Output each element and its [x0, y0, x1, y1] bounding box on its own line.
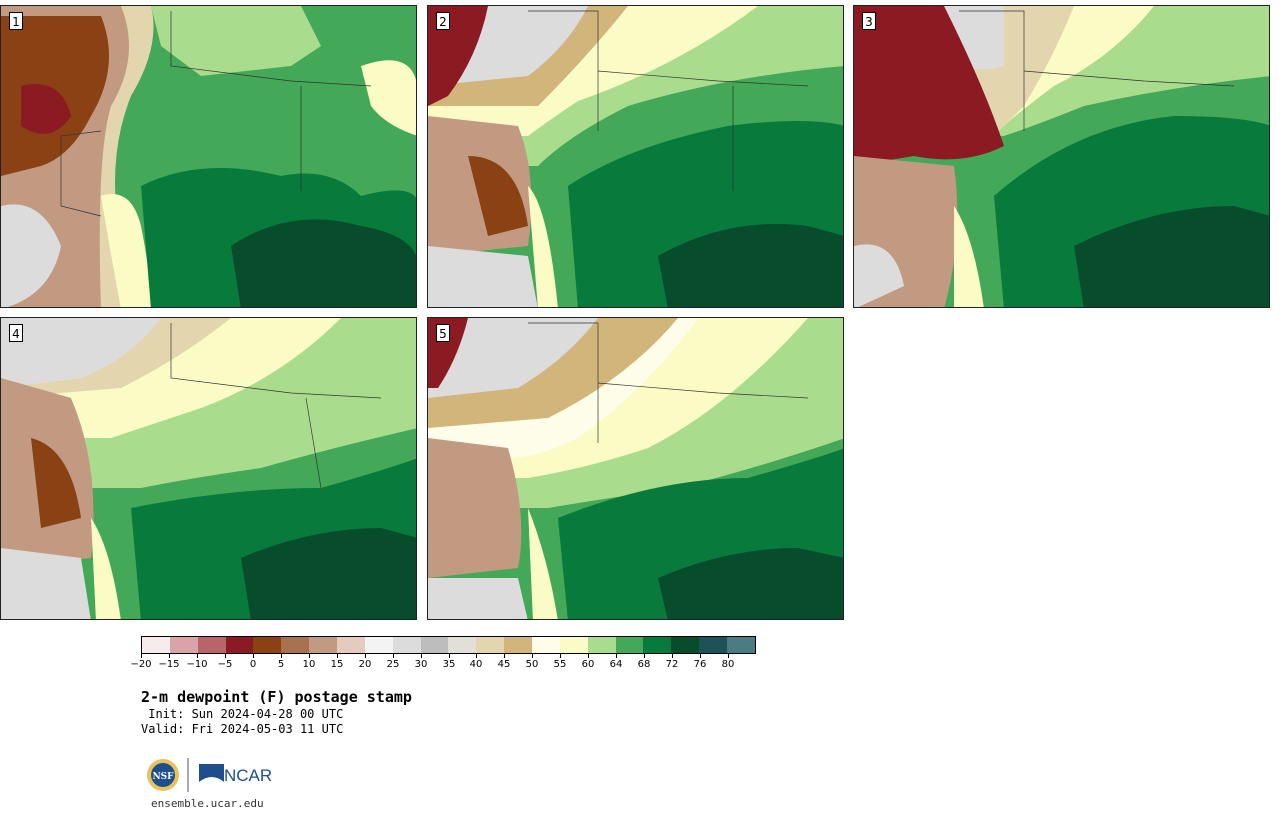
colorbar-segment	[587, 637, 616, 653]
colorbar-tick	[672, 654, 673, 658]
colorbar-segment	[671, 637, 700, 653]
colorbar-tick	[393, 654, 394, 658]
colorbar-tick	[141, 654, 142, 658]
colorbar-segment	[169, 637, 198, 653]
colorbar-tick-label: 25	[386, 659, 400, 670]
colorbar-tick-label: 0	[249, 659, 257, 670]
colorbar-tick	[197, 654, 198, 658]
colorbar-segment	[476, 637, 505, 653]
nsf-text: NSF	[152, 772, 174, 782]
colorbar-tick	[728, 654, 729, 658]
colorbar-tick-label: 5	[277, 659, 285, 670]
colorbar-tick	[225, 654, 226, 658]
colorbar-segment	[309, 637, 338, 653]
colorbar-tick-label: 72	[665, 659, 679, 670]
member-panel-3: 3	[853, 5, 1270, 308]
colorbar-segment	[225, 637, 254, 653]
colorbar-segment	[337, 637, 365, 653]
colorbar-tick	[309, 654, 310, 658]
colorbar-tick	[644, 654, 645, 658]
plot-title: 2-m dewpoint (F) postage stamp	[141, 688, 412, 706]
panel-label: 3	[862, 12, 876, 30]
site-url: ensemble.ucar.edu	[151, 797, 264, 810]
colorbar-tick-label: 20	[358, 659, 372, 670]
colorbar-tick-label: 45	[497, 659, 511, 670]
colorbar-tick-label: −10	[186, 659, 208, 670]
member-panel-5: 5	[427, 317, 844, 620]
colorbar-tick-label: 15	[330, 659, 344, 670]
colorbar-tick	[169, 654, 170, 658]
colorbar-tick-label: 40	[469, 659, 483, 670]
colorbar-segment	[615, 637, 644, 653]
colorbar-segment	[392, 637, 421, 653]
dewpoint-map-5	[428, 318, 843, 619]
colorbar-tick-label: −20	[130, 659, 152, 670]
colorbar-tick-label: 80	[721, 659, 735, 670]
colorbar-tick	[700, 654, 701, 658]
dewpoint-map-4	[1, 318, 416, 619]
colorbar-segment	[699, 637, 728, 653]
colorbar-tick-label: −15	[158, 659, 180, 670]
colorbar-segment	[364, 637, 393, 653]
dewpoint-map-1	[1, 6, 416, 307]
panel-label: 4	[9, 324, 23, 342]
colorbar-tick	[449, 654, 450, 658]
colorbar-segment	[559, 637, 588, 653]
member-panel-4: 4	[0, 317, 417, 620]
ncar-text: NCAR	[224, 766, 272, 785]
colorbar-tick	[504, 654, 505, 658]
colorbar-segment	[504, 637, 533, 653]
nsf-ncar-logo: NSF NCAR	[147, 758, 272, 792]
colorbar-segment	[253, 637, 282, 653]
colorbar-tick	[365, 654, 366, 658]
colorbar	[141, 636, 756, 654]
colorbar-tick-label: 55	[553, 659, 567, 670]
colorbar-tick	[560, 654, 561, 658]
colorbar-segment	[727, 637, 755, 653]
colorbar-tick	[588, 654, 589, 658]
panel-label: 5	[436, 324, 450, 342]
colorbar-tick-label: −5	[217, 659, 233, 670]
member-panel-1: 1	[0, 5, 417, 308]
member-panel-2: 2	[427, 5, 844, 308]
colorbar-segment	[532, 637, 560, 653]
colorbar-ticks: −20 −15 −10 −5 0 5 10 15 20 25 30 35 40 45 50 55 60 64 68 7…	[130, 654, 756, 674]
colorbar-tick	[281, 654, 282, 658]
colorbar-segment	[142, 637, 170, 653]
colorbar-tick-label: 35	[442, 659, 456, 670]
colorbar-tick	[476, 654, 477, 658]
colorbar-tick-label: 64	[609, 659, 623, 670]
panel-label: 2	[436, 12, 450, 30]
ncar-mark-icon	[199, 764, 224, 782]
valid-time: Valid: Fri 2024-05-03 11 UTC	[141, 722, 344, 736]
dewpoint-map-2	[428, 6, 843, 307]
colorbar-segment	[281, 637, 310, 653]
panel-label: 1	[9, 12, 23, 30]
init-time: Init: Sun 2024-04-28 00 UTC	[141, 707, 344, 721]
colorbar-tick-label: 68	[637, 659, 651, 670]
colorbar-tick-label: 76	[693, 659, 707, 670]
colorbar-tick-label: 60	[581, 659, 595, 670]
colorbar-tick	[532, 654, 533, 658]
colorbar-tick	[253, 654, 254, 658]
colorbar-segment	[420, 637, 449, 653]
colorbar-segment	[643, 637, 672, 653]
colorbar-tick	[421, 654, 422, 658]
colorbar-segment	[448, 637, 477, 653]
colorbar-tick-label: 30	[414, 659, 428, 670]
colorbar-tick-label: 50	[525, 659, 539, 670]
colorbar-segment	[197, 637, 226, 653]
colorbar-tick-label: 10	[302, 659, 316, 670]
dewpoint-map-3	[854, 6, 1269, 307]
colorbar-tick	[337, 654, 338, 658]
colorbar-tick	[616, 654, 617, 658]
